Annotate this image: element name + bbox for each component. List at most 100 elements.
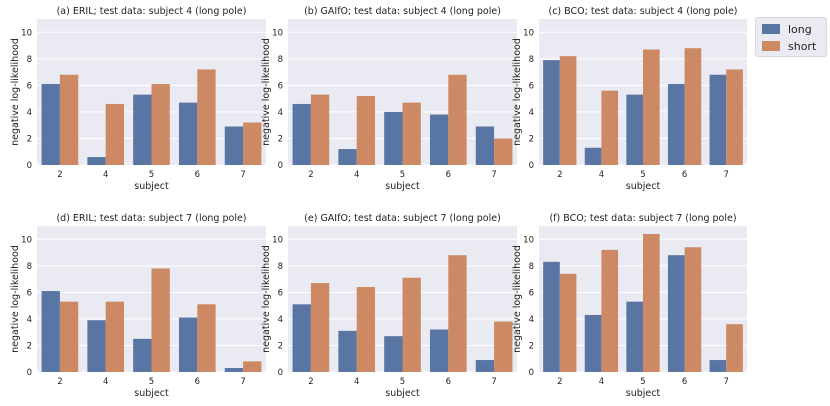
bar-long-subject-2 <box>41 84 60 165</box>
bar-short-subject-5 <box>402 102 421 165</box>
y-axis-label: negative log-likelihood <box>10 245 21 353</box>
x-axis-label: subject <box>626 181 661 192</box>
legend: long short <box>755 17 827 57</box>
y-tick-label: 2 <box>278 134 283 144</box>
x-tick-label: 6 <box>682 377 687 387</box>
bar-long-subject-6 <box>429 329 449 372</box>
legend-swatch-long <box>762 24 780 34</box>
chart-title: (b) GAIfO; test data: subject 4 (long po… <box>304 6 501 17</box>
y-tick-label: 0 <box>27 161 32 171</box>
chart-title: (c) BCO; test data: subject 4 (long pole… <box>549 6 738 17</box>
y-tick-label: 8 <box>27 55 32 65</box>
bar-short-subject-5 <box>643 233 660 372</box>
x-tick-label: 5 <box>400 170 405 180</box>
y-tick-label: 6 <box>278 81 283 91</box>
bar-short-subject-5 <box>643 49 660 166</box>
y-axis-label: negative log-likelihood <box>261 245 272 353</box>
y-tick-label: 6 <box>278 288 283 298</box>
x-tick-label: 2 <box>57 377 62 387</box>
x-tick-label: 5 <box>149 170 154 180</box>
y-tick-label: 10 <box>523 28 534 38</box>
legend-entry-short: short <box>762 39 816 53</box>
x-tick-label: 2 <box>557 170 562 180</box>
x-tick-label: 2 <box>57 170 62 180</box>
y-tick-label: 4 <box>278 315 283 325</box>
chart-panel-e: 0 2 4 6 8 10 2 4 5 6 7 (e) GAIfO; test data: subjec… <box>261 213 517 399</box>
bar-long-subject-6 <box>667 255 685 372</box>
x-tick-label: 5 <box>640 377 645 387</box>
y-tick-label: 2 <box>529 134 534 144</box>
bar-short-subject-7 <box>494 138 513 165</box>
bar-short-subject-4 <box>601 90 619 165</box>
x-tick-label: 7 <box>240 170 245 180</box>
bar-short-subject-6 <box>197 69 216 165</box>
legend-label-long: long <box>788 22 812 36</box>
chart-title: (a) ERIL; test data: subject 4 (long pol… <box>57 6 247 17</box>
bar-short-subject-6 <box>684 48 702 166</box>
bar-short-subject-2 <box>59 301 79 372</box>
bar-long-subject-4 <box>584 314 602 372</box>
bar-long-subject-7 <box>709 360 727 372</box>
x-tick-label: 6 <box>195 170 200 180</box>
chart-panel-a: 0 2 4 6 8 10 2 4 5 6 7 (a) ERIL; test data: subject… <box>10 6 266 192</box>
y-tick-label: 10 <box>21 235 32 245</box>
y-tick-label: 2 <box>27 134 32 144</box>
bar-short-subject-6 <box>448 255 467 372</box>
bar-short-subject-5 <box>151 84 170 165</box>
bar-short-subject-6 <box>197 304 216 372</box>
y-tick-label: 10 <box>523 235 534 245</box>
legend-entry-long: long <box>762 22 812 36</box>
bar-long-subject-2 <box>543 261 560 372</box>
bar-short-subject-7 <box>494 321 513 372</box>
y-tick-label: 8 <box>278 262 283 272</box>
bar-long-subject-5 <box>384 111 403 165</box>
y-tick-label: 4 <box>27 315 32 325</box>
x-tick-label: 6 <box>446 377 451 387</box>
x-axis-label: subject <box>385 388 420 399</box>
x-tick-label: 4 <box>354 170 359 180</box>
bar-short-subject-4 <box>356 287 376 372</box>
legend-swatch-short <box>762 41 780 51</box>
y-tick-label: 2 <box>278 341 283 351</box>
chart-title: (f) BCO; test data: subject 7 (long pole… <box>549 213 736 224</box>
bar-long-subject-6 <box>667 84 685 165</box>
bar-short-subject-7 <box>243 122 262 165</box>
bar-short-subject-4 <box>105 103 125 165</box>
x-tick-label: 5 <box>149 377 154 387</box>
x-tick-label: 4 <box>103 170 108 180</box>
bar-short-subject-2 <box>559 273 577 372</box>
x-tick-label: 5 <box>400 377 405 387</box>
bar-long-subject-6 <box>178 317 198 372</box>
y-tick-label: 0 <box>278 368 283 378</box>
bar-long-subject-7 <box>224 368 244 372</box>
x-axis-label: subject <box>134 181 169 192</box>
x-tick-label: 2 <box>308 170 313 180</box>
bar-long-subject-4 <box>584 147 602 165</box>
x-tick-label: 4 <box>599 170 604 180</box>
x-axis-label: subject <box>385 181 420 192</box>
chart-panel-d: 0 2 4 6 8 10 2 4 5 6 7 (d) ERIL; test data: subject… <box>10 213 266 399</box>
y-tick-label: 8 <box>529 262 534 272</box>
chart-panel-f: 0 2 4 6 8 10 2 4 5 6 7 (f) BCO; test data: subject … <box>512 213 747 399</box>
bar-long-subject-6 <box>429 114 449 165</box>
bar-short-subject-2 <box>310 283 330 372</box>
bar-short-subject-4 <box>105 301 125 372</box>
bar-long-subject-7 <box>709 74 727 165</box>
bar-long-subject-4 <box>87 157 106 165</box>
legend-label-short: short <box>788 39 817 53</box>
y-tick-label: 8 <box>27 262 32 272</box>
bar-long-subject-2 <box>543 60 560 165</box>
bar-short-subject-2 <box>310 94 330 165</box>
y-tick-label: 0 <box>529 368 534 378</box>
y-tick-label: 2 <box>529 341 534 351</box>
y-tick-label: 4 <box>278 108 283 118</box>
bar-long-subject-4 <box>338 330 357 372</box>
bar-long-subject-5 <box>133 94 152 165</box>
x-tick-label: 2 <box>557 377 562 387</box>
y-tick-label: 0 <box>278 161 283 171</box>
x-tick-label: 7 <box>491 170 496 180</box>
chart-panel-c: 0 2 4 6 8 10 2 4 5 6 7 (c) BCO; test data: subject … <box>512 6 747 192</box>
bar-long-subject-7 <box>224 126 244 165</box>
bar-long-subject-2 <box>292 304 311 372</box>
chart-title: (d) ERIL; test data: subject 7 (long pol… <box>56 213 246 224</box>
